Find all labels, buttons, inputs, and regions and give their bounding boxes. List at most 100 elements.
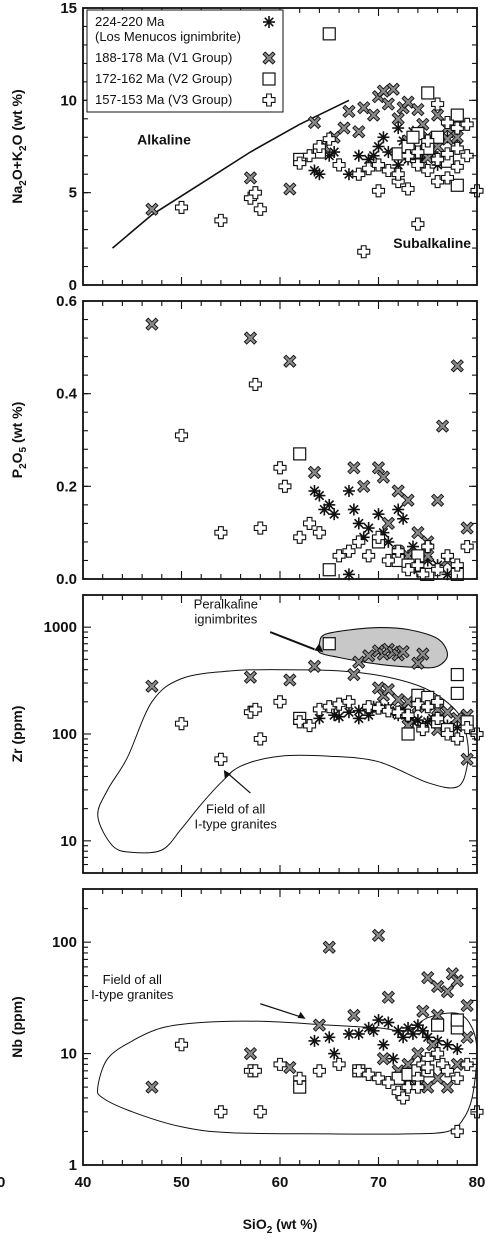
data-point [371,461,386,475]
data-point [323,498,336,511]
data-point [381,163,395,178]
legend-entry: 172-162 Ma (V2 Group) [95,71,232,86]
annotation: Field of all I-type granites [91,972,174,1002]
y-tick-label: 10 [60,92,77,109]
data-point [440,171,454,185]
data-point [342,484,355,497]
data-point [362,1021,375,1034]
plot-frame [82,300,478,580]
data-point [431,175,445,189]
data-point [381,516,395,531]
data-point [401,563,415,577]
data-point [367,1024,380,1037]
y-tick-label: 10 [60,1046,77,1063]
data-point [332,1057,346,1071]
data-point [362,522,375,535]
y-tick-label: 1 [69,1157,77,1174]
x-tick-label-edge: 0 [0,1174,5,1191]
data-point [332,697,346,711]
data-point [312,139,326,154]
data-point [371,701,386,715]
data-point [283,354,297,368]
data-point [421,86,435,100]
data-point [322,940,336,954]
data-point [342,104,356,119]
data-point [421,700,435,714]
data-point [293,530,307,544]
data-point [332,549,346,563]
data-point [308,1034,321,1047]
data-point [411,656,425,670]
data-point [391,167,405,181]
data-point [352,1064,366,1078]
data-point [411,697,425,711]
data-point [293,1071,307,1085]
y-tick-label: 0.0 [56,571,77,588]
data-point [391,705,405,719]
data-point [293,715,307,729]
y-tick-label: 10 [60,833,77,850]
annotation: Field of all I-type granites [194,802,277,832]
data-point [381,683,395,697]
data-point [362,1067,376,1081]
data-point [248,702,262,716]
data-point [376,470,391,484]
data-point [431,97,445,111]
y-axis-title: Na2O+K2O (wt %) [9,89,29,203]
annotation-arrow [269,631,315,651]
data-point [371,158,386,172]
data-point [371,184,386,198]
data-point [387,1052,400,1065]
data-point [396,645,410,659]
data-point [243,331,258,345]
data-point [248,377,262,391]
panel-p2o5: 0.0 0.2 0.4 0.6 P2O5 (wt %) [9,293,478,588]
data-point [421,1080,435,1094]
data-point [411,145,425,159]
data-point [421,163,435,178]
data-point [248,186,262,200]
data-point [273,695,287,709]
data-point [430,108,445,122]
data-point [382,1016,395,1029]
data-point [411,102,425,117]
data-point [450,974,464,988]
data-point [411,158,425,172]
data-point [342,706,355,719]
data-point [431,152,445,166]
data-point [406,1027,419,1040]
data-point [416,723,430,737]
data-point [430,493,445,507]
y-tick-label: 1000 [44,619,77,636]
data-point [337,121,351,135]
data-point [450,686,464,700]
data-point [440,1080,455,1094]
data-point [362,549,376,563]
data-point [431,1018,445,1032]
data-point [303,149,317,163]
data-point [401,149,415,163]
data-point [460,540,474,554]
data-point [440,727,454,741]
data-point [303,718,317,733]
data-point [450,1013,464,1027]
data-point [440,549,454,563]
legend-marker [262,72,276,86]
data-point [401,1080,415,1094]
data-point [357,479,371,493]
data-point [421,540,435,554]
legend-marker [263,16,275,28]
data-point [352,1027,365,1040]
data-point [362,700,376,714]
data-point [214,752,228,766]
data-point [283,673,297,687]
data-point [431,563,445,577]
annotation-arrow [228,773,251,794]
data-point [392,1024,405,1037]
data-point [145,317,159,331]
data-point [402,1021,415,1034]
data-point [312,526,326,540]
x-tick-label: 50 [173,1174,190,1191]
data-point [352,712,365,725]
